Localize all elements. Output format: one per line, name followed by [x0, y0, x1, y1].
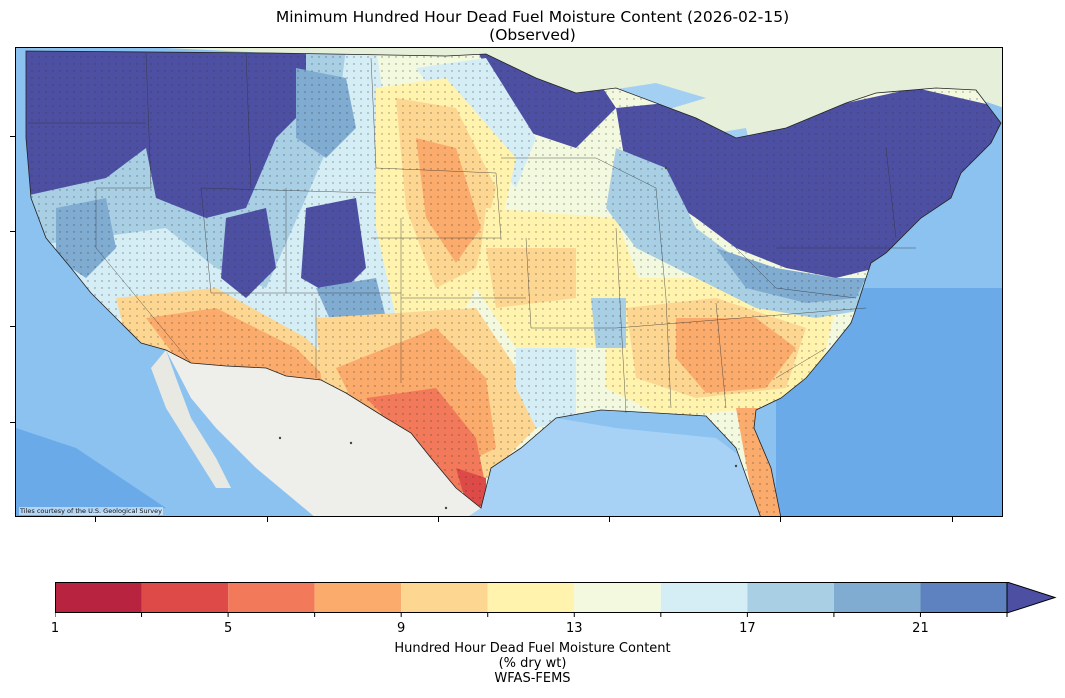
colorbar-bin: [574, 582, 661, 613]
baja-california: [151, 350, 231, 488]
canada-land: [166, 48, 1002, 138]
pacific-ocean: [16, 428, 166, 516]
x-tick: [267, 517, 268, 522]
x-tick: [780, 517, 781, 522]
x-tick: [952, 517, 953, 522]
us-outline: [25, 50, 1002, 516]
gulf-of-mexico: [457, 418, 776, 516]
colorbar: [55, 582, 1057, 617]
colorbar-bin: [833, 582, 921, 613]
y-tick: [10, 422, 15, 423]
colorbar-tick-label: 5: [223, 621, 233, 636]
colorbar-source: WFAS-FEMS: [494, 671, 571, 686]
colorbar-bin: [660, 582, 748, 613]
basemap-labels: [278, 166, 738, 510]
colorbar-bin: [55, 582, 142, 613]
mexico-land: [166, 350, 481, 516]
state-borders: [28, 52, 916, 414]
chart-subtitle: (Observed): [489, 26, 576, 44]
colorbar-tick-label: 9: [397, 621, 406, 636]
colorbar-bin: [228, 582, 315, 613]
chart-title: Minimum Hundred Hour Dead Fuel Moisture …: [275, 8, 790, 26]
colorbar-tick-label: 1: [50, 621, 60, 636]
y-tick: [10, 231, 15, 232]
y-tick: [10, 326, 15, 327]
y-tick: [10, 136, 15, 137]
colorbar-units: (% dry wt): [498, 656, 567, 671]
map-attribution: Tiles courtesy of the U.S. Geological Su…: [19, 507, 163, 515]
colorbar-bin: [314, 582, 402, 613]
colorbar-tick-label: 13: [565, 621, 583, 636]
x-tick: [438, 517, 439, 522]
colorbar-frame: [55, 582, 1008, 613]
colorbar-label: Hundred Hour Dead Fuel Moisture Content: [394, 641, 671, 656]
colorbar-bin: [487, 582, 575, 613]
colorbar-bin: [747, 582, 834, 613]
colorbar-bin: [401, 582, 488, 613]
colorbar-tick-label: 21: [912, 621, 929, 636]
colorbar-bin: [920, 582, 1007, 613]
fuel-moisture-map: [16, 48, 1002, 516]
x-tick: [609, 517, 610, 522]
colorbar-bin: [141, 582, 229, 613]
colorbar-extend-arrow: [1006, 582, 1057, 614]
x-tick: [95, 517, 96, 522]
colorbar-tick-label: 17: [739, 621, 756, 636]
map-panel: Tiles courtesy of the U.S. Geological Su…: [15, 47, 1003, 517]
